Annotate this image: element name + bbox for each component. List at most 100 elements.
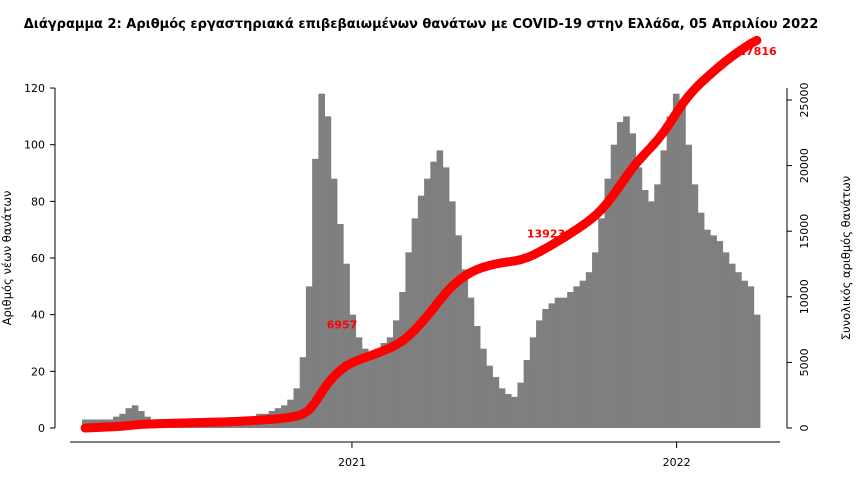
annotation-label: 13923 — [527, 227, 565, 240]
bar — [704, 229, 711, 428]
x-ticks: 2021 2022 — [338, 442, 691, 469]
bar — [374, 348, 381, 428]
bar — [137, 411, 145, 428]
bar — [592, 252, 599, 428]
bar — [623, 116, 630, 429]
bar — [480, 348, 487, 428]
bar — [119, 413, 126, 428]
y-tick-label: 80 — [31, 195, 45, 208]
bar — [660, 150, 668, 428]
bar — [747, 286, 755, 428]
bar — [567, 292, 574, 428]
bar — [598, 218, 605, 428]
y-tick-label: 40 — [31, 309, 45, 322]
bar — [324, 116, 332, 429]
bar — [735, 272, 742, 428]
bar — [728, 263, 736, 428]
x-tick-label: 2021 — [338, 456, 366, 469]
bar — [635, 167, 643, 429]
y-ticks-left: 0 20 40 60 80 100 120 — [24, 82, 55, 435]
bar — [448, 201, 456, 428]
y2-tick-label: 5000 — [798, 348, 811, 376]
bar — [654, 184, 661, 428]
y-tick-label: 100 — [24, 139, 45, 152]
bar — [436, 150, 444, 428]
chart-title: Διάγραμμα 2: Αριθμός εργαστηριακά επιβεβ… — [24, 17, 819, 32]
bar — [312, 158, 319, 428]
y2-tick-label: 0 — [798, 425, 811, 432]
bar — [542, 309, 549, 428]
cumulative-line — [80, 35, 762, 433]
bar — [536, 320, 543, 428]
bar — [666, 116, 674, 429]
bar — [679, 105, 686, 428]
bar — [349, 314, 357, 428]
annotations: 6957 13923 27816 — [327, 45, 777, 332]
y2-tick-label: 25000 — [798, 83, 811, 118]
bar — [486, 365, 493, 428]
y-ticks-right: 0 5000 10000 15000 20000 25000 — [787, 83, 811, 432]
bar — [579, 280, 587, 428]
y-tick-label: 0 — [38, 422, 45, 435]
y-axis-label-left: Αριθμός νέων θανάτων — [0, 191, 14, 326]
bar — [417, 195, 425, 428]
bar — [330, 178, 338, 428]
bar — [685, 144, 692, 428]
bar — [741, 280, 748, 428]
bar — [380, 343, 388, 428]
bar — [455, 235, 462, 428]
bar — [131, 405, 139, 428]
y2-tick-label: 20000 — [798, 148, 811, 183]
bar — [504, 394, 512, 428]
bar — [648, 201, 655, 428]
bar — [554, 297, 562, 428]
bar — [691, 184, 699, 428]
bar — [716, 241, 724, 428]
y-axis-label-right: Συνολικός αριθμός θανάτων — [839, 176, 853, 340]
x-tick-label: 2022 — [663, 456, 691, 469]
bar — [386, 337, 394, 428]
bar — [523, 360, 531, 428]
bar — [399, 292, 406, 428]
bar — [710, 235, 717, 428]
cumulative-line-group — [80, 35, 762, 433]
bar — [430, 161, 437, 428]
bar — [585, 272, 593, 428]
y-tick-label: 20 — [31, 365, 45, 378]
bar — [616, 122, 624, 428]
bar — [473, 326, 481, 428]
bar — [573, 286, 581, 428]
bar — [305, 286, 313, 428]
bar — [368, 351, 375, 428]
y2-tick-label: 15000 — [798, 214, 811, 249]
bar — [467, 297, 475, 428]
bar — [610, 144, 618, 428]
annotation-label: 27816 — [738, 45, 777, 58]
y-tick-label: 120 — [24, 82, 45, 95]
bar — [753, 314, 761, 428]
y-tick-label: 60 — [31, 252, 45, 265]
bar — [361, 348, 369, 428]
bar — [529, 337, 537, 428]
bar — [697, 212, 705, 428]
bar — [393, 320, 400, 428]
bar — [424, 178, 431, 428]
bar — [511, 396, 518, 428]
bar — [498, 388, 506, 428]
bar — [343, 263, 350, 428]
y2-tick-label: 10000 — [798, 279, 811, 314]
bar — [548, 303, 556, 428]
bar — [492, 377, 500, 428]
bar — [299, 357, 307, 428]
annotation-label: 6957 — [327, 319, 358, 332]
bar — [125, 408, 133, 428]
bar — [641, 190, 649, 428]
bar — [560, 297, 568, 428]
bar — [672, 93, 680, 429]
bar — [337, 224, 344, 428]
bar — [517, 382, 525, 428]
bar — [355, 337, 363, 428]
bar — [629, 133, 636, 428]
bar — [461, 269, 469, 428]
